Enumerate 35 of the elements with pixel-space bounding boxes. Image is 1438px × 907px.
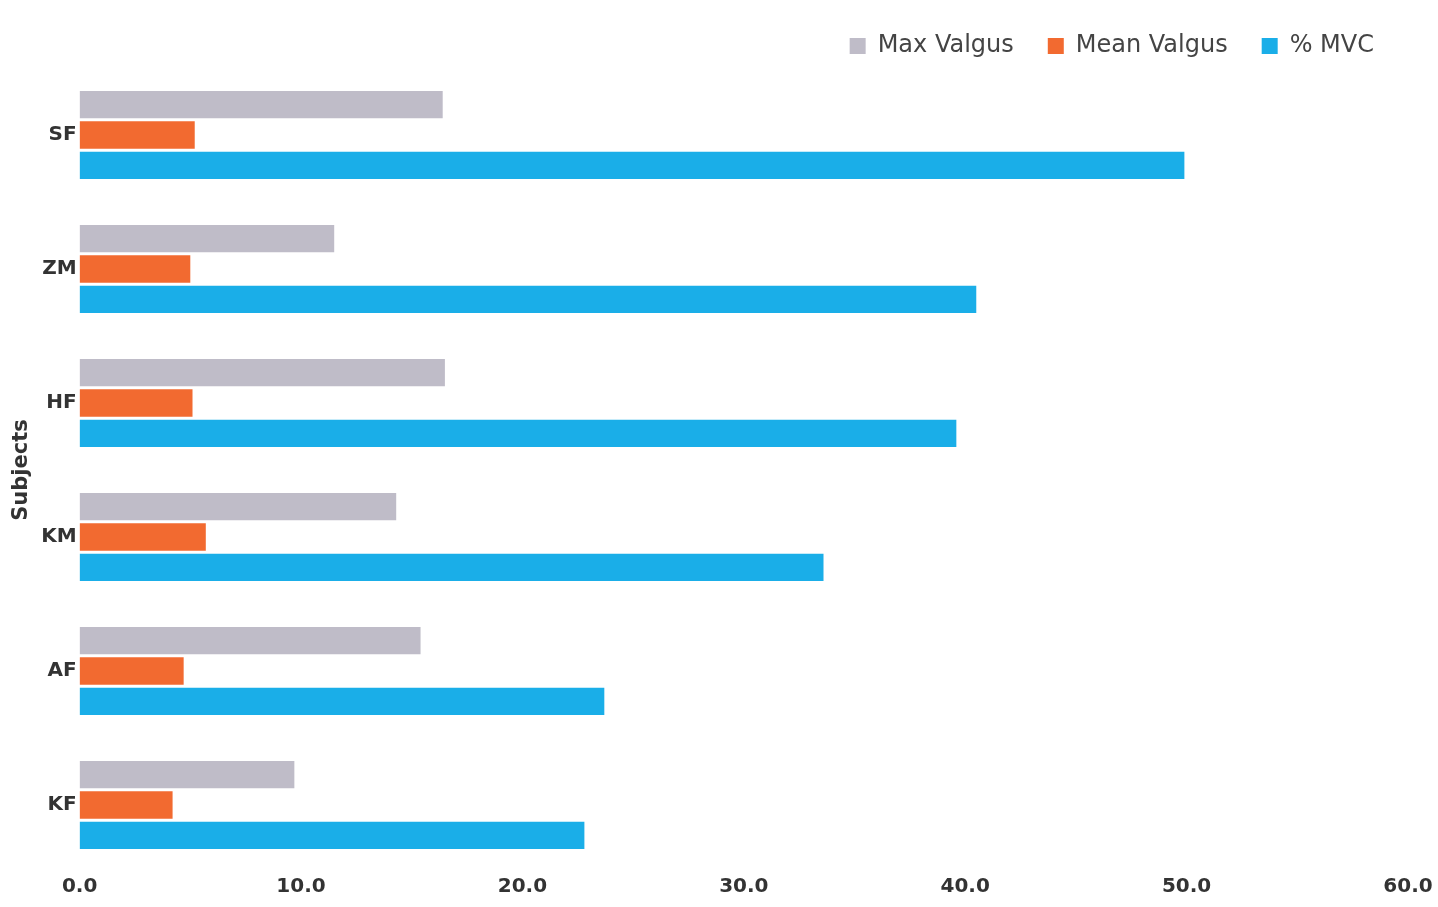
x-tick-label: 60.0 xyxy=(1383,873,1433,898)
bar xyxy=(79,687,605,716)
x-tick-label: 10.0 xyxy=(276,873,326,898)
x-tick-label: 50.0 xyxy=(1161,873,1212,898)
y-tick-label: AF xyxy=(47,657,77,682)
y-tick-label: HF xyxy=(46,389,77,414)
bar xyxy=(79,389,193,417)
y-tick-label: KM xyxy=(41,523,77,548)
bar xyxy=(79,523,206,551)
x-tick-label: 30.0 xyxy=(719,873,769,898)
bar xyxy=(79,791,173,819)
legend-label: Mean Valgus xyxy=(1075,30,1228,59)
bar xyxy=(79,553,824,582)
x-tick-label: 40.0 xyxy=(940,873,990,898)
bar xyxy=(79,821,585,850)
y-axis-title: Subjects xyxy=(8,419,33,521)
legend-label: Max Valgus xyxy=(877,30,1014,59)
bar xyxy=(79,255,191,283)
legend-label: % MVC xyxy=(1289,30,1375,59)
y-tick-label: SF xyxy=(48,121,77,146)
bar xyxy=(79,657,184,685)
bar xyxy=(79,419,957,448)
x-tick-label: 20.0 xyxy=(497,873,548,898)
bar xyxy=(79,626,421,655)
bar xyxy=(79,90,443,119)
y-tick-label: KF xyxy=(47,791,77,816)
bar xyxy=(79,285,977,314)
bar xyxy=(79,224,335,253)
y-tick-label: ZM xyxy=(42,255,77,280)
x-tick-label: 0.0 xyxy=(61,873,98,898)
bar xyxy=(79,121,195,149)
bar xyxy=(79,492,397,521)
bar xyxy=(79,151,1185,180)
bar xyxy=(79,358,445,387)
bar xyxy=(79,760,295,789)
